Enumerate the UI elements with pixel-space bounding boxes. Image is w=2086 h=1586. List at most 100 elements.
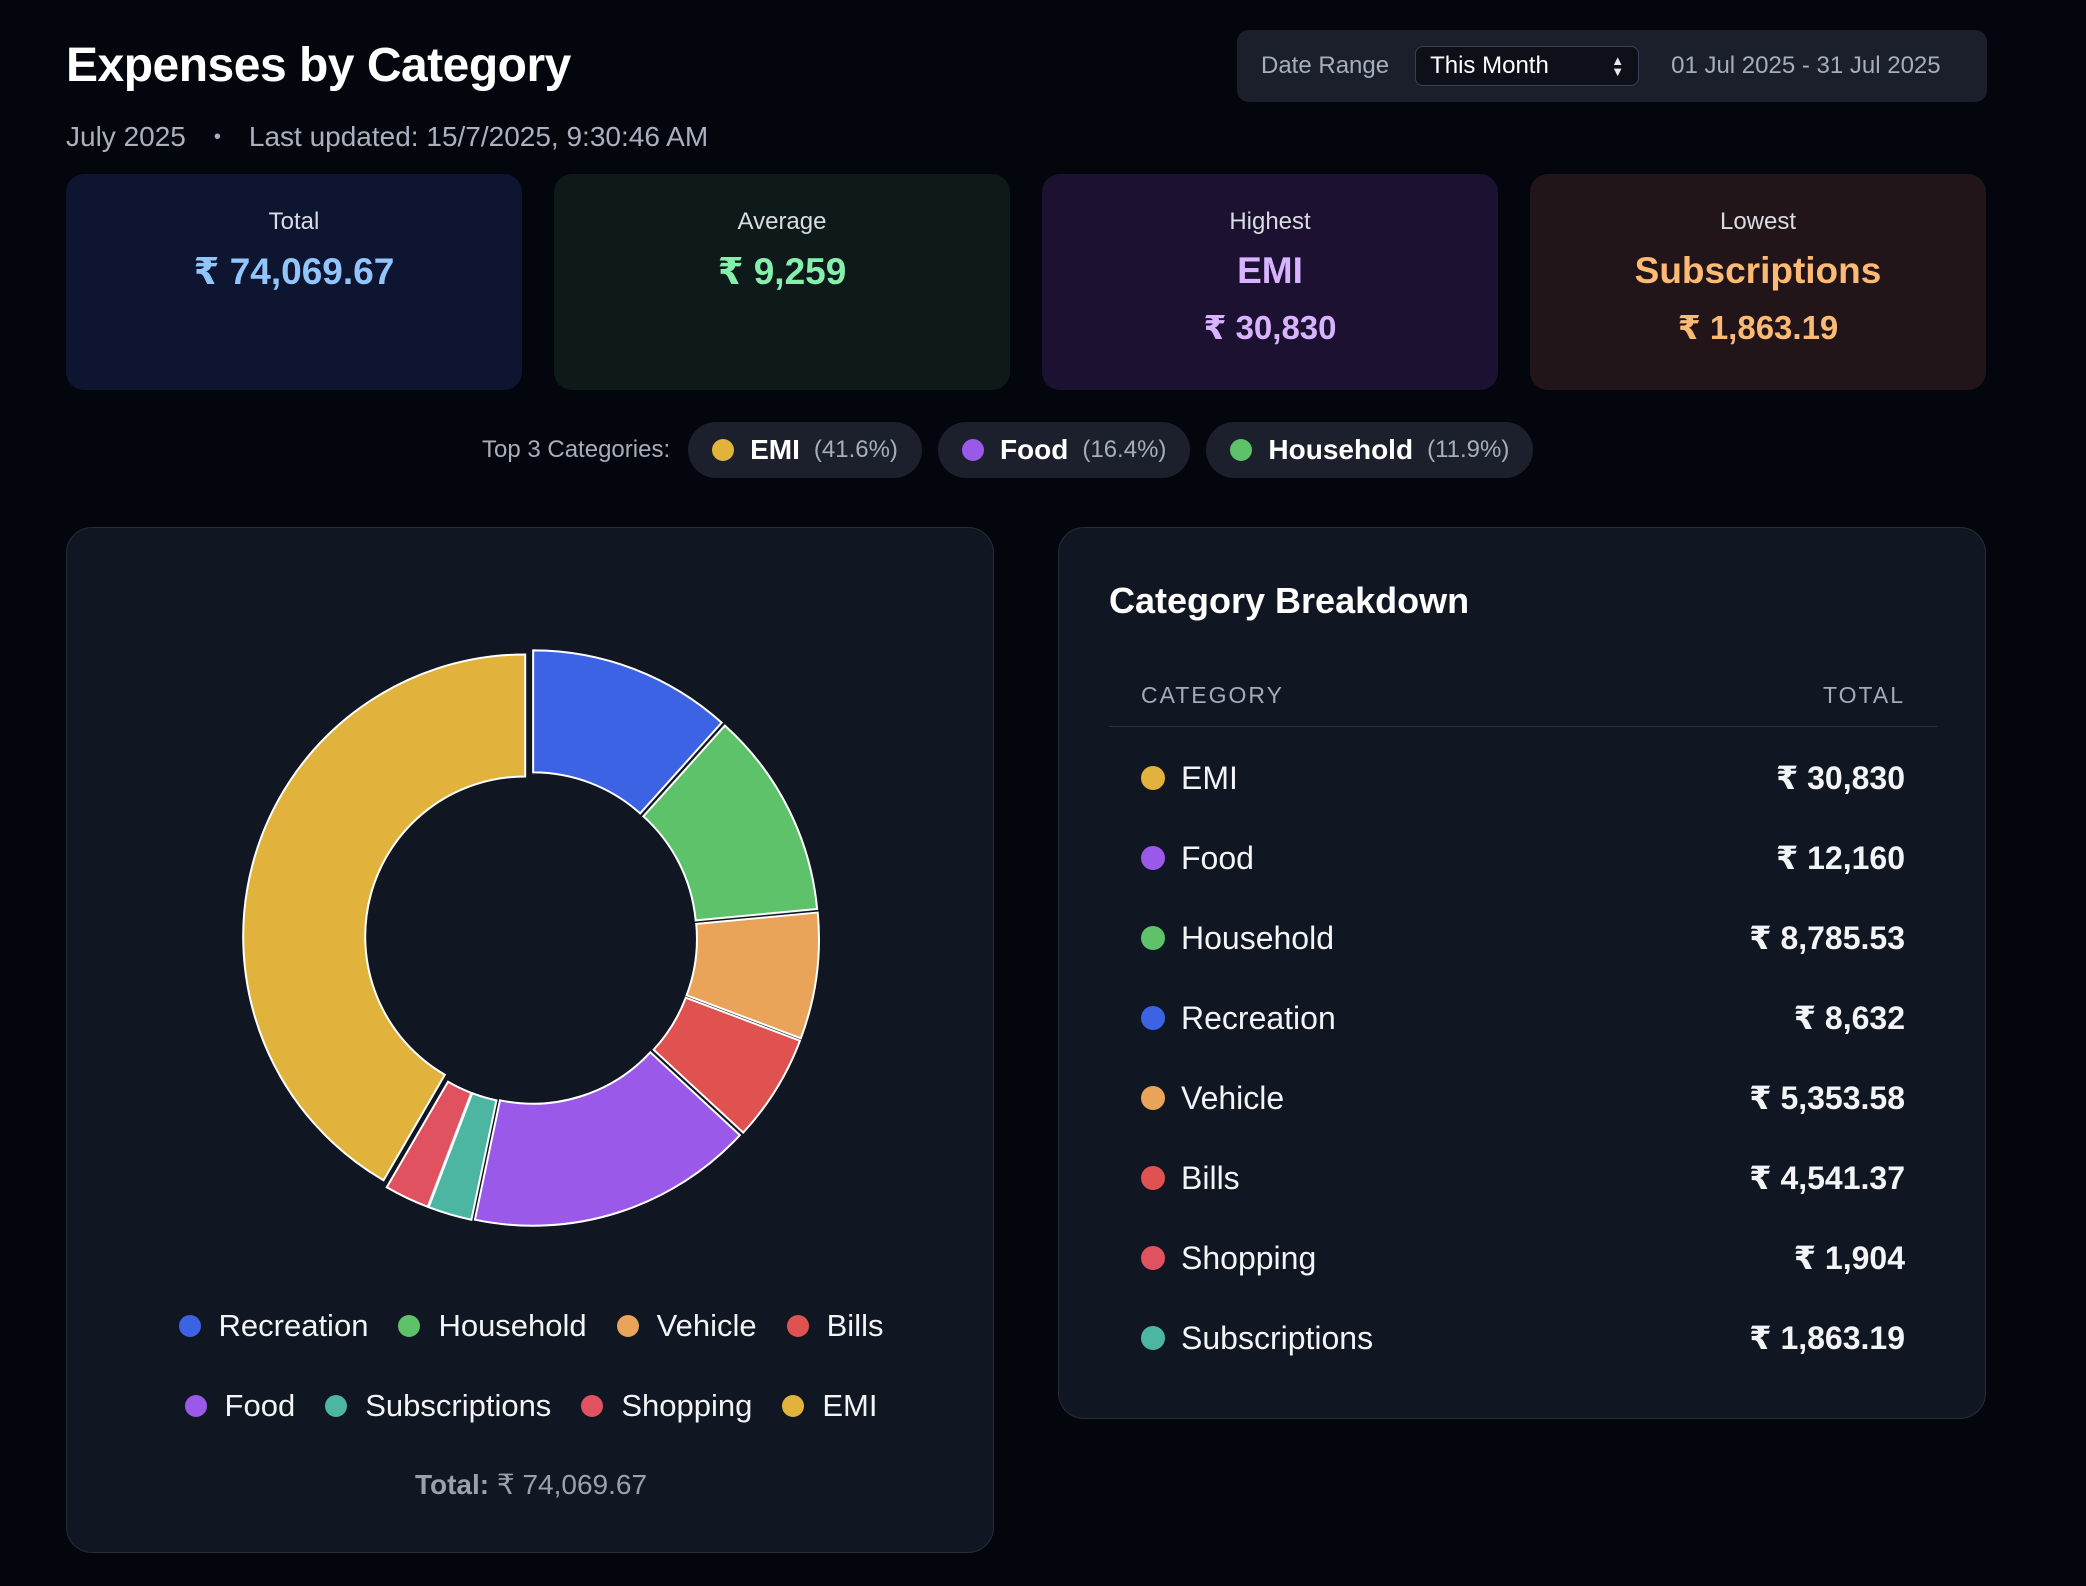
chart-total-value: ₹ 74,069.67 (496, 1469, 648, 1500)
stat-highest-value: ₹ 30,830 (1203, 309, 1337, 346)
category-swatch-icon (1141, 1006, 1165, 1030)
chart-legend: Food Subscriptions Shopping EMI (67, 1388, 995, 1424)
category-swatch-icon (1141, 1246, 1165, 1270)
top-category-pill: Food (16.4%) (937, 422, 1191, 478)
stat-total-value: ₹ 74,069.67 (193, 251, 395, 292)
category-name: Shopping (1181, 1239, 1317, 1276)
pill-name: EMI (750, 434, 800, 465)
category-name: Food (1181, 839, 1254, 876)
top-categories-label: Top 3 Categories: (482, 436, 671, 463)
swatch-dot-icon (712, 439, 735, 461)
breakdown-header: CATEGORY TOTAL (1109, 676, 1937, 727)
pill-percent: (41.6%) (813, 436, 898, 463)
select-arrows-icon: ▲ ▼ (1611, 53, 1625, 79)
legend-item[interactable]: Household (398, 1308, 587, 1344)
stat-card-highest: Highest EMI ₹ 30,830 (1042, 174, 1498, 390)
legend-item[interactable]: Bills (786, 1308, 883, 1344)
stat-card-total: Total ₹ 74,069.67 (66, 174, 522, 390)
category-swatch-icon (1141, 846, 1165, 870)
period-label: July 2025 (66, 121, 186, 152)
stat-highest-label: Highest (1229, 208, 1311, 235)
legend-item[interactable]: Vehicle (616, 1308, 757, 1344)
pill-percent: (11.9%) (1427, 436, 1510, 463)
stat-average-value: ₹ 9,259 (717, 251, 847, 292)
legend-swatch-icon (184, 1395, 207, 1417)
category-name: EMI (1181, 759, 1238, 796)
donut-slice-food[interactable] (473, 1050, 742, 1227)
column-header-category: CATEGORY (1141, 682, 1284, 708)
stat-lowest-name: Subscriptions (1634, 250, 1882, 291)
date-range-text: 01 Jul 2025 - 31 Jul 2025 (1671, 52, 1941, 79)
breakdown-rows: EMI ₹ 30,830 Food ₹ 12,160 Household ₹ 8,785.… (1109, 738, 1937, 1378)
stat-average-label: Average (737, 208, 827, 235)
legend-swatch-icon (616, 1315, 639, 1337)
legend-swatch-icon (325, 1395, 348, 1417)
chart-total-label: Total: (414, 1469, 490, 1500)
donut-slice-recreation[interactable] (532, 649, 724, 815)
category-total: ₹ 8,785.53 (1749, 920, 1905, 956)
legend-label: Household (438, 1308, 587, 1343)
legend-item[interactable]: EMI (782, 1388, 877, 1424)
donut-slice-bills[interactable] (652, 996, 802, 1134)
legend-label: Food (224, 1388, 296, 1423)
page-subtitle: July 2025 • Last updated: 15/7/2025, 9:3… (66, 121, 708, 153)
category-name: Household (1181, 919, 1334, 956)
legend-swatch-icon (782, 1395, 805, 1417)
breakdown-panel: Category Breakdown CATEGORY TOTAL EMI ₹ 3… (1058, 527, 1986, 1419)
table-row[interactable]: Household ₹ 8,785.53 (1109, 898, 1937, 978)
category-swatch-icon (1141, 1086, 1165, 1110)
donut-slice-emi[interactable] (242, 653, 527, 1182)
legend-swatch-icon (178, 1315, 201, 1337)
swatch-dot-icon (961, 439, 984, 461)
date-range-label: Date Range (1261, 52, 1390, 79)
table-row[interactable]: Vehicle ₹ 5,353.58 (1109, 1058, 1937, 1138)
date-range-panel: Date Range This Month ▲ ▼ 01 Jul 2025 - 3… (1237, 30, 1987, 102)
table-row[interactable]: Recreation ₹ 8,632 (1109, 978, 1937, 1058)
table-row[interactable]: Bills ₹ 4,541.37 (1109, 1138, 1937, 1218)
legend-item[interactable]: Subscriptions (325, 1388, 551, 1424)
donut-slice-household[interactable] (641, 724, 819, 922)
date-range-select[interactable]: This Month ▲ ▼ (1415, 46, 1640, 86)
donut-chart (242, 649, 820, 1227)
legend-label: Subscriptions (365, 1388, 552, 1423)
category-total: ₹ 30,830 (1775, 760, 1905, 796)
category-total: ₹ 1,904 (1793, 1240, 1905, 1276)
legend-item[interactable]: Recreation (178, 1308, 368, 1344)
stat-total-label: Total (268, 208, 320, 235)
column-header-total: TOTAL (1823, 682, 1905, 708)
table-row[interactable]: Shopping ₹ 1,904 (1109, 1218, 1937, 1298)
donut-slice-vehicle[interactable] (685, 911, 820, 1040)
category-name: Bills (1181, 1159, 1240, 1196)
stat-card-average: Average ₹ 9,259 (554, 174, 1010, 390)
category-total: ₹ 1,863.19 (1749, 1320, 1905, 1356)
stat-lowest-value: ₹ 1,863.19 (1677, 309, 1839, 346)
pill-percent: (16.4%) (1082, 436, 1167, 463)
category-swatch-icon (1141, 926, 1165, 950)
table-row[interactable]: EMI ₹ 30,830 (1109, 738, 1937, 818)
donut-slice-shopping[interactable] (385, 1080, 473, 1209)
legend-item[interactable]: Shopping (581, 1388, 752, 1424)
table-row[interactable]: Subscriptions ₹ 1,863.19 (1109, 1298, 1937, 1378)
legend-label: Shopping (621, 1388, 753, 1423)
breakdown-title: Category Breakdown (1109, 580, 1470, 621)
top-category-pill: Household (11.9%) (1206, 422, 1534, 478)
category-name: Vehicle (1181, 1079, 1285, 1116)
legend-swatch-icon (581, 1395, 604, 1417)
top-category-pill: EMI (41.6%) (688, 422, 922, 478)
category-swatch-icon (1141, 1166, 1165, 1190)
category-total: ₹ 4,541.37 (1749, 1160, 1905, 1196)
chart-total: Total: ₹ 74,069.67 (67, 1468, 995, 1501)
category-total: ₹ 12,160 (1775, 840, 1905, 876)
stat-card-lowest: Lowest Subscriptions ₹ 1,863.19 (1530, 174, 1986, 390)
legend-item[interactable]: Food (184, 1388, 296, 1424)
chart-legend: Recreation Household Vehicle Bills (67, 1308, 995, 1344)
subtitle-separator: • (213, 125, 221, 148)
swatch-dot-icon (1230, 439, 1253, 461)
last-updated: Last updated: 15/7/2025, 9:30:46 AM (248, 121, 709, 152)
category-swatch-icon (1141, 1326, 1165, 1350)
table-row[interactable]: Food ₹ 12,160 (1109, 818, 1937, 898)
legend-label: Vehicle (656, 1308, 757, 1343)
category-swatch-icon (1141, 766, 1165, 790)
legend-swatch-icon (398, 1315, 421, 1337)
legend-swatch-icon (786, 1315, 809, 1337)
